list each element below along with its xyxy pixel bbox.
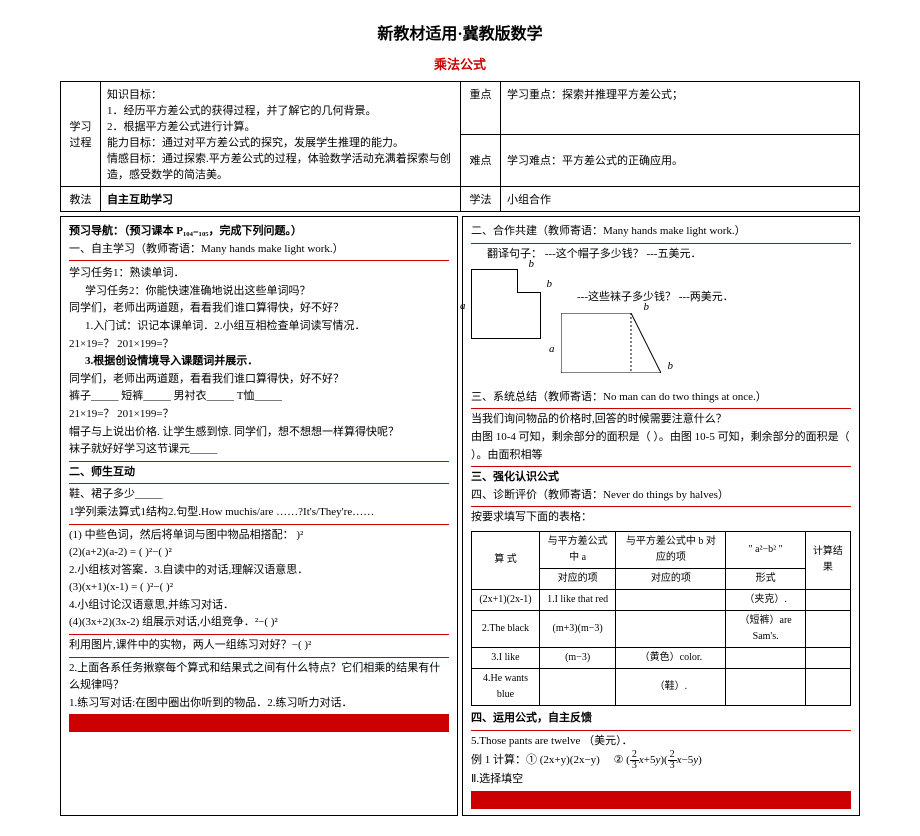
key-text: 学习重点：探索并推理平方差公式； [501, 82, 860, 135]
right-q1: 翻译句子： ---这个帽子多少钱？ ---五美元． [487, 246, 851, 264]
left-line1: 裤子_____ 短裤_____ 男衬衣_____ T恤_____ [69, 388, 449, 406]
right-t3: 5.Those pants are twelve [471, 735, 580, 747]
left-t9: 4.小组讨论汉语意思,并练习对话． [69, 597, 449, 615]
left-e4: (3)(x+1)(x-1) = ( )²−( )² [69, 579, 449, 597]
left-s2: 二、师生互动 [69, 464, 449, 482]
red-bar-right [471, 791, 851, 809]
left-s22: 2.上面各系任务揪察每个算式和结果式之间有什么特点？它们相乘的结果有什么规律吗？ [69, 660, 449, 695]
left-task2: 学习任务2：你能快速准确地说出这些单词吗？ [85, 283, 449, 301]
r2c: （短裤）are Sam's. [726, 610, 805, 647]
r1a: (2x+1)(2x-1) [472, 589, 540, 610]
left-t6: 鞋、裙子多少_____ [69, 486, 449, 504]
left-t4: 帽子与上说出价格. 让学生感到惊. 同学们，想不想想一样算得快呢？ [69, 424, 449, 442]
left-t1: 同学们，老师出两道题，看看我们谁口算得快，好不好？ [69, 300, 449, 318]
right-s4: 四、诊断评价（教师寄语：Never do things by halves） [471, 487, 851, 505]
square-cut-figure: a b b [471, 269, 541, 339]
th2: 与平方差公式中 a [539, 531, 615, 568]
study-label: 学法 [461, 187, 501, 212]
diff-text: 学习难点：平方差公式的正确应用。 [501, 134, 860, 187]
r2a: 2.The black [472, 610, 540, 647]
dim-b2b: b [668, 358, 674, 376]
left-e1: 21×19=？ 201×199=？ [69, 336, 449, 354]
left-task1: 学习任务1：熟读单词． [69, 267, 185, 279]
left-t3: 同学们，老师出两道题，看看我们谁口算得快，好不好？ [69, 371, 449, 389]
r2b: (m+3)(m−3) [539, 610, 615, 647]
study-text: 小组合作 [501, 187, 860, 212]
trapezoid-figure: a b b [561, 313, 661, 383]
right-s2: 二、合作共建（教师寄语：Many hands make light work.） [471, 223, 851, 241]
red-bar-left [69, 714, 449, 732]
dim-b1b: b [547, 276, 553, 294]
r4a: 4.He wants blue [472, 668, 540, 705]
th1: 算 式 [472, 531, 540, 589]
left-column: 预习导航：（预习课本 P₁₀₄₋₁₀₅，完成下列问题。） 一、自主学习（教师寄语… [60, 216, 458, 816]
right-column: 二、合作共建（教师寄语：Many hands make light work.）… [462, 216, 860, 816]
th6: " a²−b² " [726, 531, 805, 568]
right-t1: 由图 10-4 可知，剩余部分的面积是（ ）。由图 10-5 可知，剩余部分的面… [471, 429, 851, 464]
right-t2: 按要求填写下面的表格： [471, 509, 851, 527]
left-t5: 袜子就好好学习这节课元_____ [69, 441, 449, 459]
formula-table: 算 式 与平方差公式中 a 与平方差公式中 b 对应的项 " a²−b² " 计… [471, 531, 851, 706]
method-label: 教法 [61, 187, 101, 212]
goal-text: 知识目标： 1．经历平方差公式的获得过程，并了解它的几何背景。 2．根据平方差公… [101, 82, 461, 187]
right-t4: （美元）． [583, 735, 633, 747]
r1c: （夹克）. [726, 589, 805, 610]
left-s3t: 3.根据创设情境导入课题词并展示． [85, 353, 449, 371]
th5: 形式 [726, 568, 805, 589]
geometry-figures: a b b ---这些袜子多少钱？ ---两美元． a b b [471, 269, 851, 383]
left-t10: 利用图片,课件中的实物，两人一组练习对好？−( )² [69, 637, 449, 655]
th4: 与平方差公式中 b 对应的项 [616, 531, 726, 568]
right-s3: 三、系统总结（教师寄语：No man can do two things at … [471, 389, 851, 407]
method-text: 自主互助学习 [101, 187, 461, 212]
r4b: （鞋）. [616, 668, 726, 705]
dim-a2: a [549, 341, 555, 359]
goal-label: 学习 过程 [61, 82, 101, 187]
th4b: 对应的项 [616, 568, 726, 589]
right-q3: 当我们询问物品的价格时,回答的时候需要注意什么？ [471, 411, 851, 429]
left-e2: 21×19=？ 201×199=？ [69, 406, 449, 424]
title-sub: 乘法公式 [60, 54, 860, 73]
right-ex1: 例 1 计算：① (2x+y)(2x−y) [471, 754, 600, 766]
nav-title: 预习导航：（预习课本 P₁₀₄₋₁₀₅，完成下列问题。） [69, 223, 449, 241]
right-q2: ---这些袜子多少钱？ ---两美元． [577, 289, 734, 307]
left-e5: (4)(3x+2)(3x-2) 组展示对话,小组竞争．²−( )² [69, 614, 449, 632]
left-t11: 1.练习写对话:在图中圈出你听到的物品．2.练习听力对话． [69, 695, 449, 713]
right-ex2: ② (23x+5y)(23x−5y) [614, 754, 702, 766]
left-t8: 2.小组核对答案．3.自读中的对话,理解汉语意思． [69, 562, 449, 580]
key-label: 重点 [461, 82, 501, 135]
diff-label: 难点 [461, 134, 501, 187]
left-s21: 1学列乘法算式1结构2.句型.How muchis/are ……?It's/Th… [69, 504, 449, 522]
right-s5: 四、运用公式，自主反馈 [471, 710, 851, 728]
right-s4h: 三、强化认识公式 [471, 469, 851, 487]
goals-table: 学习 过程 知识目标： 1．经历平方差公式的获得过程，并了解它的几何背景。 2．… [60, 81, 860, 212]
r1b: 1.I like that red [539, 589, 615, 610]
dim-b1: b [529, 256, 535, 274]
dim-a1: a [460, 298, 466, 316]
th7: 计算结果 [805, 531, 850, 589]
left-e3: (2)(a+2)(a-2) = ( )²−( )² [69, 544, 449, 562]
title-main: 新教材适用·冀教版数学 [60, 20, 860, 44]
right-t5: Ⅱ.选择填空 [471, 771, 851, 789]
left-t7: (1) 中些色词，然后将单词与图中物品相搭配： )² [69, 527, 449, 545]
dim-b2: b [644, 299, 650, 317]
left-s1: 一、自主学习（教师寄语：Many hands make light work.） [69, 241, 449, 259]
left-t2: 1.入门试：识记本课单词．2.小组互相检查单词读写情况． [85, 318, 449, 336]
th3: 对应的项 [539, 568, 615, 589]
